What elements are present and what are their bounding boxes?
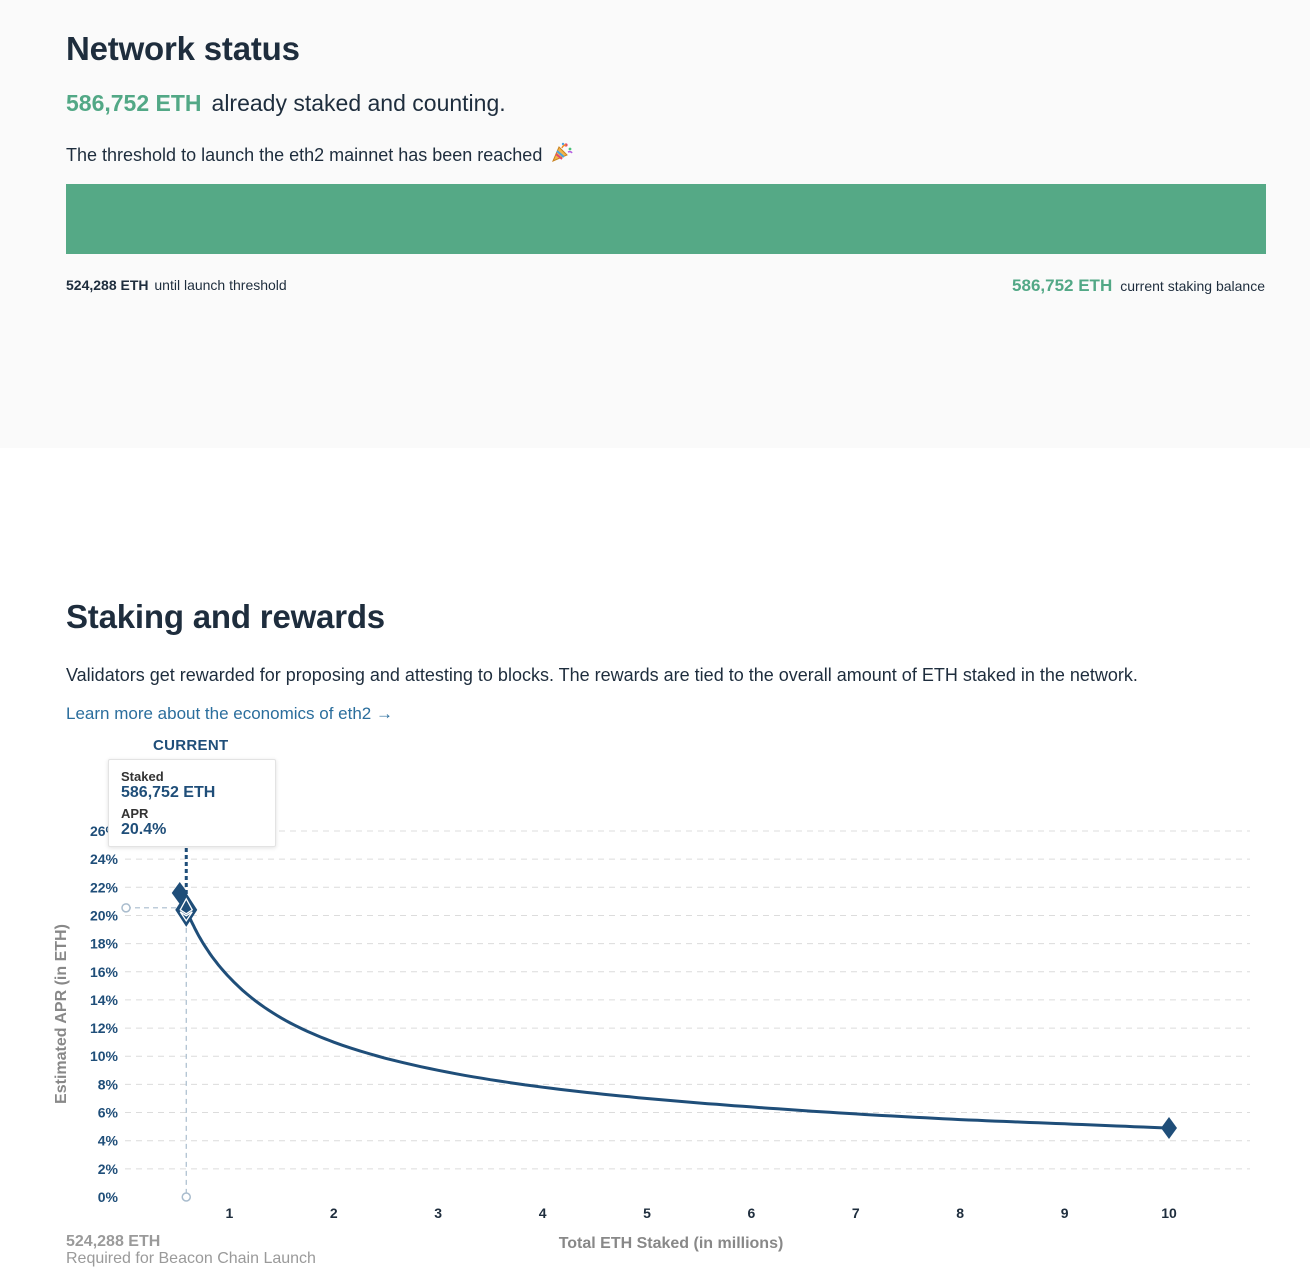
network-status-section: Network status 586,752 ETH already staked… bbox=[0, 0, 1310, 448]
y-tick-label: 6% bbox=[98, 1105, 119, 1121]
staking-rewards-title: Staking and rewards bbox=[66, 598, 385, 635]
tooltip-staked-label: Staked bbox=[121, 769, 164, 784]
x-tick-label: 1 bbox=[226, 1205, 234, 1221]
eth-diamond-icon[interactable] bbox=[175, 892, 198, 927]
threshold-amount: 524,288 ETH bbox=[66, 277, 149, 293]
max-marker bbox=[1161, 1117, 1177, 1140]
y-tick-label: 16% bbox=[90, 964, 119, 980]
staked-amount: 586,752 ETH bbox=[66, 90, 202, 116]
y-axis-ticks: 0%2%4%6%8%10%12%14%16%18%20%22%24%26% bbox=[90, 823, 119, 1205]
launch-caption: Required for Beacon Chain Launch bbox=[66, 1250, 316, 1267]
network-status-title: Network status bbox=[66, 30, 300, 67]
x-axis-label: Total ETH Staked (in millions) bbox=[559, 1235, 784, 1252]
x-tick-label: 6 bbox=[748, 1205, 756, 1221]
threshold-message: The threshold to launch the eth2 mainnet… bbox=[66, 141, 574, 168]
threshold-text: The threshold to launch the eth2 mainnet… bbox=[66, 145, 543, 165]
current-guides bbox=[121, 848, 192, 1202]
x-tick-label: 7 bbox=[852, 1205, 860, 1221]
y-tick-label: 2% bbox=[98, 1161, 119, 1177]
x-tick-label: 2 bbox=[330, 1205, 338, 1221]
threshold-suffix: until launch threshold bbox=[154, 277, 287, 293]
learn-more-link[interactable]: Learn more about the economics of eth2 → bbox=[66, 704, 393, 723]
y-tick-label: 8% bbox=[98, 1076, 119, 1092]
x-tick-label: 9 bbox=[1061, 1205, 1069, 1221]
chart-grid bbox=[125, 830, 1250, 1170]
launch-amount: 524,288 ETH bbox=[66, 1233, 161, 1250]
rewards-description: Validators get rewarded for proposing an… bbox=[66, 665, 1138, 685]
staking-progress-bar bbox=[66, 184, 1266, 254]
x-tick-label: 8 bbox=[956, 1205, 964, 1221]
tooltip-apr-label: APR bbox=[121, 806, 149, 821]
threshold-caption: 524,288 ETH until launch threshold bbox=[66, 277, 287, 293]
x-axis-ticks: 1 2 3 4 5 6 7 8 9 10 bbox=[226, 1205, 1177, 1221]
staking-progress-fill bbox=[66, 184, 1266, 254]
staked-suffix: already staked and counting. bbox=[211, 90, 506, 116]
staked-summary: 586,752 ETH already staked and counting. bbox=[66, 90, 506, 117]
apr-curve bbox=[178, 892, 1170, 1130]
x-tick-label: 3 bbox=[434, 1205, 442, 1221]
x-tick-label: 4 bbox=[539, 1205, 547, 1221]
y-tick-label: 20% bbox=[90, 907, 119, 923]
y-tick-label: 0% bbox=[98, 1189, 119, 1205]
party-popper-icon bbox=[551, 141, 574, 168]
chart-markers bbox=[171, 881, 1177, 1140]
current-y-dot bbox=[121, 903, 131, 913]
x-tick-label: 5 bbox=[643, 1205, 651, 1221]
balance-caption: 586,752 ETH current staking balance bbox=[1012, 276, 1265, 296]
y-tick-label: 24% bbox=[90, 851, 119, 867]
current-label: CURRENT bbox=[153, 737, 229, 754]
tooltip-apr-value: 20.4% bbox=[121, 821, 167, 838]
y-tick-label: 10% bbox=[90, 1048, 119, 1064]
x-tick-label: 10 bbox=[1161, 1205, 1177, 1221]
y-axis-label: Estimated APR (in ETH) bbox=[53, 924, 70, 1104]
balance-amount: 586,752 ETH bbox=[1012, 276, 1113, 295]
balance-suffix: current staking balance bbox=[1120, 278, 1265, 294]
y-tick-label: 22% bbox=[90, 879, 119, 895]
y-tick-label: 14% bbox=[90, 992, 119, 1008]
launch-threshold-note: 524,288 ETH Required for Beacon Chain La… bbox=[66, 1233, 316, 1267]
tooltip-staked-value: 586,752 ETH bbox=[121, 784, 216, 801]
y-tick-label: 12% bbox=[90, 1020, 119, 1036]
y-tick-label: 4% bbox=[98, 1133, 119, 1149]
y-tick-label: 18% bbox=[90, 936, 119, 952]
current-tooltip: Staked 586,752 ETH APR 20.4% bbox=[108, 759, 276, 847]
current-x-dot bbox=[181, 1192, 192, 1202]
